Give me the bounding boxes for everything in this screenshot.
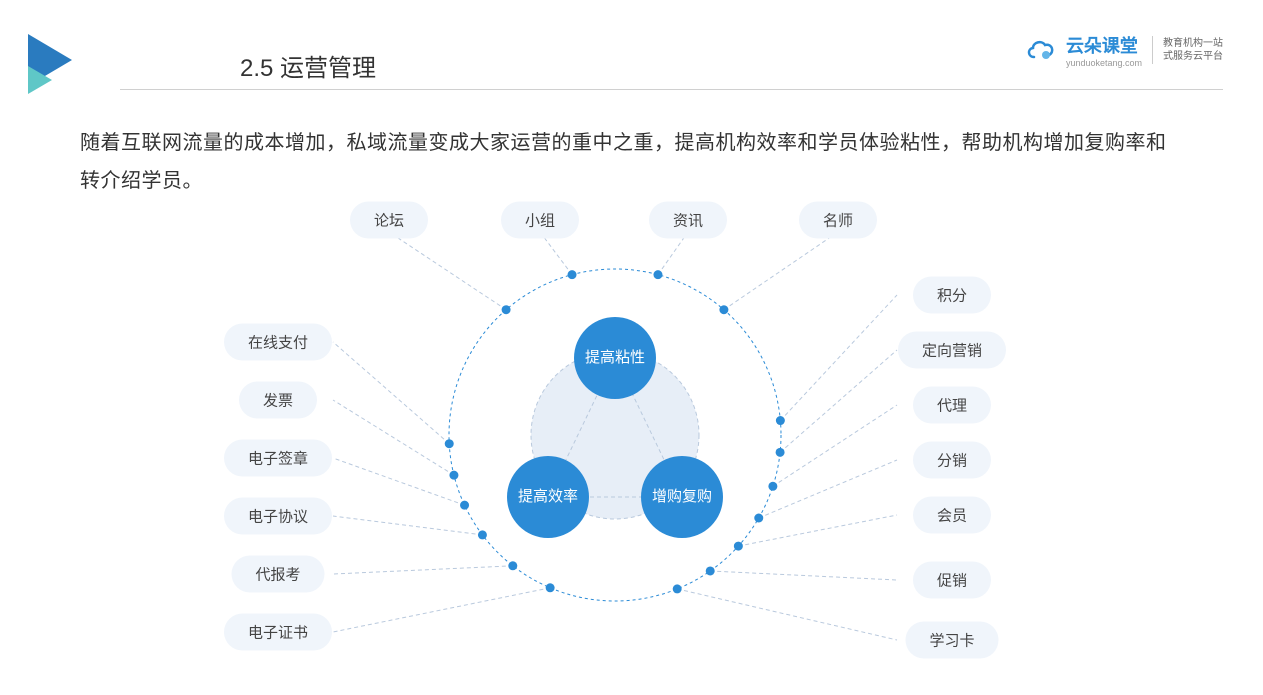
- operations-diagram: 论坛 小组 资讯 名师在线支付发票电子签章电子协议代报考电子证书 积分定向营销代理分销会…: [0, 190, 1263, 695]
- feature-pill: 名师: [799, 202, 877, 239]
- hub-node-efficiency: 提高效率: [507, 456, 589, 538]
- hub-node-repurchase: 增购复购: [641, 456, 723, 538]
- feature-pill: 论坛: [350, 202, 428, 239]
- feature-pill: 代理: [913, 387, 991, 424]
- logo-tagline-line2: 式服务云平台: [1163, 50, 1223, 63]
- logo-domain: yunduoketang.com: [1066, 58, 1142, 68]
- logo-area: 云朵课堂 yunduoketang.com 教育机构一站 式服务云平台: [1026, 32, 1223, 68]
- description-text: 随着互联网流量的成本增加，私域流量变成大家运营的重中之重，提高机构效率和学员体验…: [80, 124, 1183, 200]
- logo-text-block: 云朵课堂 yunduoketang.com: [1066, 32, 1142, 68]
- logo-tagline: 教育机构一站 式服务云平台: [1163, 37, 1223, 63]
- feature-pill: 电子协议: [224, 498, 332, 535]
- feature-pill: 在线支付: [224, 324, 332, 361]
- feature-pill: 资讯: [649, 202, 727, 239]
- diagram-svg: [0, 190, 1263, 695]
- feature-pill: 定向营销: [898, 332, 1006, 369]
- feature-pill: 积分: [913, 277, 991, 314]
- feature-pill: 学习卡: [905, 622, 998, 659]
- section-number: 2.5: [240, 55, 273, 82]
- logo-divider: [1152, 36, 1153, 64]
- feature-pill: 代报考: [231, 556, 324, 593]
- feature-pill: 发票: [239, 382, 317, 419]
- logo-tagline-line1: 教育机构一站: [1163, 37, 1223, 50]
- feature-pill: 电子证书: [224, 614, 332, 651]
- cloud-icon: [1026, 37, 1056, 63]
- section-title-text: 运营管理: [280, 55, 376, 82]
- section-title: 2.5 运营管理: [240, 48, 376, 83]
- feature-pill: 小组: [501, 202, 579, 239]
- feature-pill: 电子签章: [224, 440, 332, 477]
- section-bullet-icon: [28, 34, 80, 99]
- feature-pill: 分销: [913, 442, 991, 479]
- hub-node-stickiness: 提高粘性: [574, 317, 656, 399]
- feature-pill: 促销: [913, 562, 991, 599]
- logo-brand: 云朵课堂: [1066, 32, 1142, 58]
- feature-pill: 会员: [913, 497, 991, 534]
